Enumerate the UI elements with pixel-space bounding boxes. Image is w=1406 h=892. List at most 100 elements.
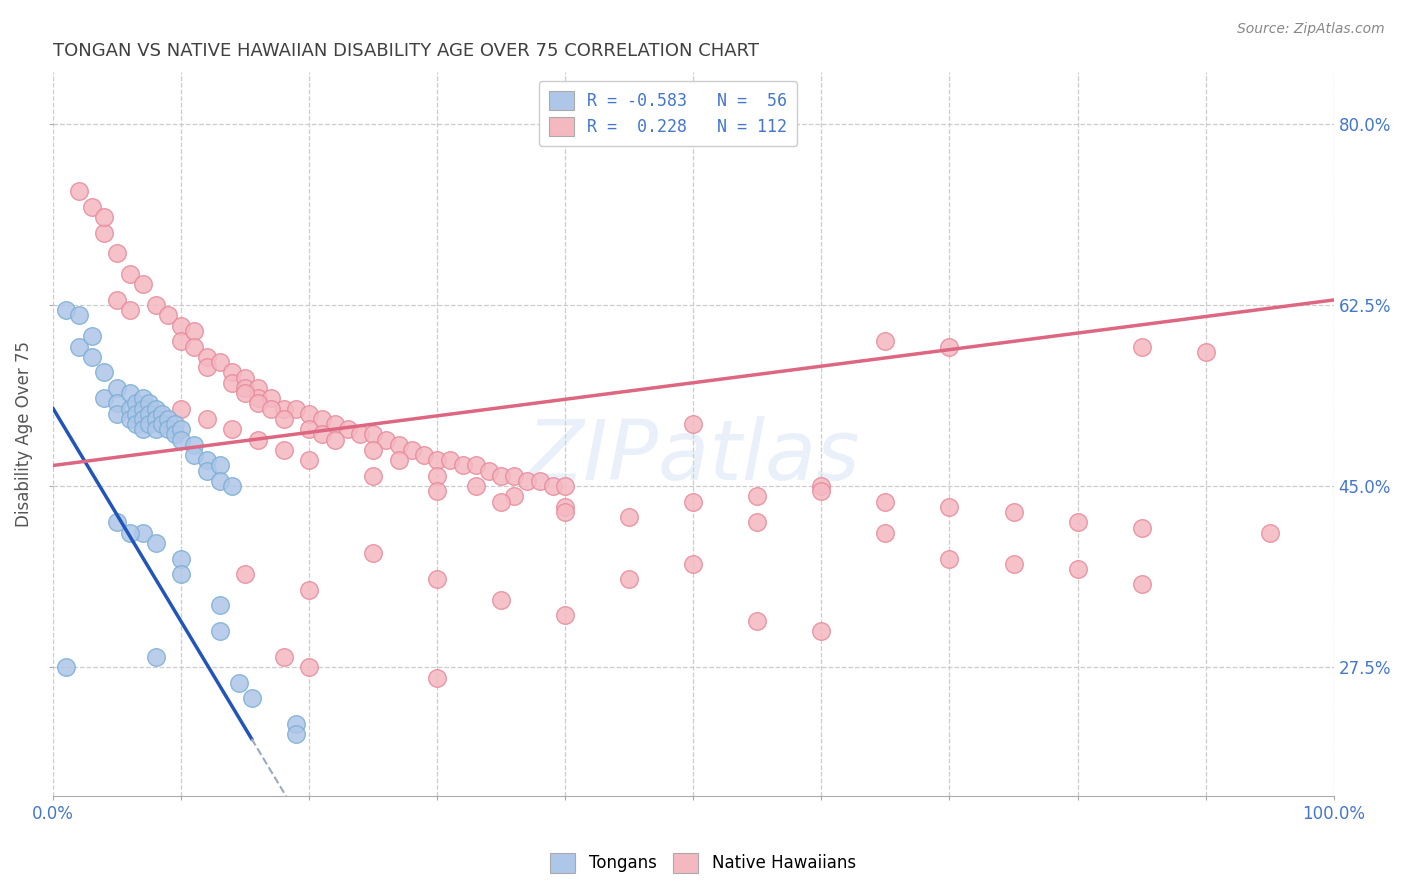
Point (233, 381, 256, 395)
Point (67, 185, 90, 199)
Point (491, 468, 513, 483)
Point (170, 401, 193, 416)
Point (221, 422, 243, 436)
Point (221, 376, 243, 390)
Point (388, 453, 411, 467)
Point (1130, 339, 1153, 353)
Point (810, 624, 832, 638)
Point (93, 391, 115, 405)
Point (208, 355, 231, 369)
Point (619, 510, 641, 524)
Point (150, 417, 173, 431)
Point (93, 226, 115, 240)
Point (118, 267, 141, 281)
Point (183, 324, 205, 338)
Point (138, 407, 160, 421)
Point (195, 350, 218, 364)
Point (810, 479, 832, 493)
Point (554, 505, 576, 519)
Point (491, 494, 513, 508)
Point (150, 407, 173, 421)
Point (1130, 577, 1153, 591)
Point (401, 442, 423, 457)
Point (477, 464, 499, 478)
Legend: Tongans, Native Hawaiians: Tongans, Native Hawaiians (544, 847, 862, 880)
Point (311, 427, 333, 442)
Point (273, 401, 295, 416)
Point (554, 500, 576, 514)
Point (195, 464, 218, 478)
Point (118, 386, 141, 401)
Point (938, 551, 960, 566)
Point (80, 350, 103, 364)
Point (67, 309, 90, 323)
Point (247, 381, 270, 395)
Point (145, 412, 167, 426)
Point (464, 479, 486, 493)
Point (183, 448, 205, 462)
Point (170, 567, 193, 582)
Point (118, 401, 141, 416)
Point (426, 484, 449, 499)
Point (118, 525, 141, 540)
Point (132, 422, 155, 436)
Point (298, 582, 321, 597)
Point (145, 401, 167, 416)
Point (105, 407, 128, 421)
Point (554, 479, 576, 493)
Point (118, 412, 141, 426)
Point (170, 551, 193, 566)
Point (67, 339, 90, 353)
Point (208, 598, 231, 612)
Point (810, 484, 832, 499)
Text: Source: ZipAtlas.com: Source: ZipAtlas.com (1237, 22, 1385, 37)
Point (55, 660, 77, 674)
Point (285, 401, 308, 416)
Point (195, 453, 218, 467)
Point (145, 422, 167, 436)
Point (875, 494, 897, 508)
Point (361, 546, 384, 560)
Point (323, 417, 346, 431)
Point (375, 433, 398, 447)
Point (747, 490, 769, 504)
Point (285, 717, 308, 731)
Point (361, 442, 384, 457)
Point (1130, 520, 1153, 534)
Text: ZIPatlas: ZIPatlas (527, 416, 860, 497)
Point (1002, 505, 1025, 519)
Point (247, 396, 270, 410)
Point (170, 433, 193, 447)
Point (132, 401, 155, 416)
Point (208, 458, 231, 473)
Point (145, 536, 167, 550)
Point (1258, 525, 1281, 540)
Point (132, 412, 155, 426)
Point (93, 211, 115, 225)
Point (260, 401, 283, 416)
Point (503, 490, 526, 504)
Point (118, 303, 141, 318)
Point (747, 614, 769, 628)
Point (80, 200, 103, 214)
Point (747, 516, 769, 530)
Point (157, 412, 180, 426)
Point (361, 468, 384, 483)
Point (105, 293, 128, 307)
Point (426, 671, 449, 685)
Point (682, 417, 704, 431)
Point (426, 572, 449, 586)
Point (208, 624, 231, 638)
Point (170, 334, 193, 349)
Point (464, 458, 486, 473)
Y-axis label: Disability Age Over 75: Disability Age Over 75 (15, 342, 32, 527)
Point (298, 407, 321, 421)
Point (208, 474, 231, 488)
Point (132, 391, 155, 405)
Point (233, 370, 256, 384)
Point (105, 246, 128, 260)
Point (132, 525, 155, 540)
Point (125, 407, 148, 421)
Point (682, 494, 704, 508)
Point (426, 468, 449, 483)
